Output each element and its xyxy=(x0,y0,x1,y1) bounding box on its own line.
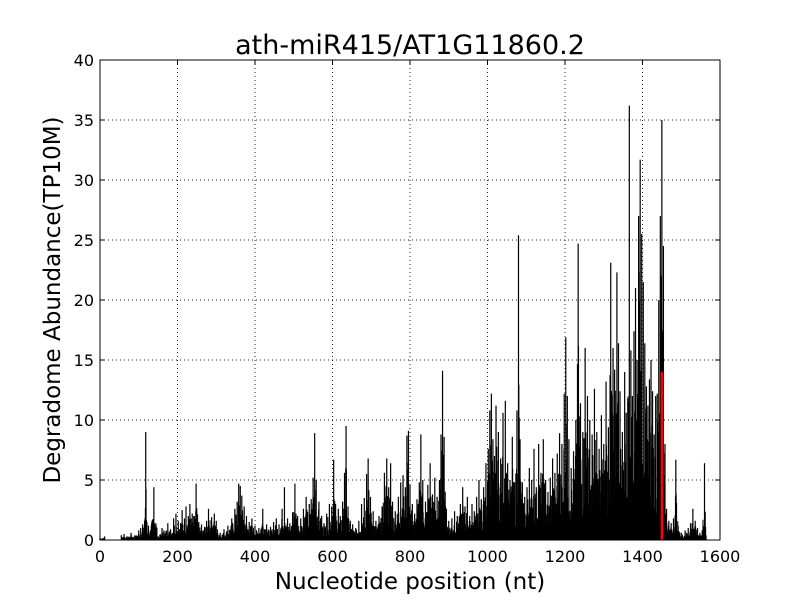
abundance-bars xyxy=(99,105,707,540)
y-tick-label: 40 xyxy=(74,51,94,70)
x-tick-label: 600 xyxy=(317,547,348,566)
x-axis-label: Nucleotide position (nt) xyxy=(275,569,545,595)
x-tick-label: 1200 xyxy=(545,547,586,566)
y-tick-label: 5 xyxy=(84,471,94,490)
x-tick-label: 200 xyxy=(162,547,193,566)
x-tick-label: 1600 xyxy=(700,547,741,566)
y-tick-label: 20 xyxy=(74,291,94,310)
x-tick-label: 1000 xyxy=(467,547,508,566)
y-axis-label: Degradome Abundance(TP10M) xyxy=(40,116,66,483)
y-tick-label: 25 xyxy=(74,231,94,250)
y-tick-label: 35 xyxy=(74,111,94,130)
y-tick-label: 0 xyxy=(84,531,94,550)
chart-title: ath-miR415/AT1G11860.2 xyxy=(235,30,585,61)
x-tick-label: 400 xyxy=(240,547,271,566)
x-axis-ticks: 0 200 400 600 800 1000 1200 1400 1600 xyxy=(95,60,740,566)
y-tick-label: 30 xyxy=(74,171,94,190)
x-tick-label: 1400 xyxy=(622,547,663,566)
y-tick-label: 10 xyxy=(74,411,94,430)
x-tick-label: 800 xyxy=(395,547,426,566)
y-axis-ticks: 0 5 10 15 20 25 30 35 40 xyxy=(74,51,720,550)
y-tick-label: 15 xyxy=(74,351,94,370)
grid-lines xyxy=(100,60,720,540)
x-tick-label: 0 xyxy=(95,547,105,566)
